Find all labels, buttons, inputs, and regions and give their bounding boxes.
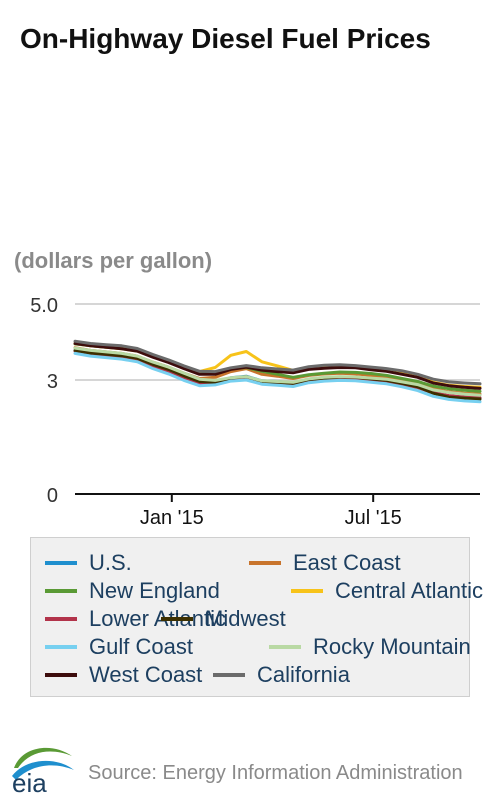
- legend-item: Gulf Coast: [45, 634, 193, 660]
- legend-item: Midwest: [161, 606, 286, 632]
- legend-item: Lower Atlantic: [45, 606, 226, 632]
- legend-label: Gulf Coast: [89, 634, 193, 659]
- legend-item: Central Atlantic: [291, 578, 483, 604]
- axes: 5.0 3 0 Jan '15 Jul '15: [30, 295, 480, 529]
- legend-label: California: [257, 662, 350, 687]
- y-tick-label: 3: [47, 371, 58, 393]
- legend-item: East Coast: [249, 550, 401, 576]
- legend-swatch: [45, 617, 77, 621]
- series-line-west-coast: [73, 342, 482, 390]
- legend-swatch: [161, 617, 193, 621]
- legend-label: Rocky Mountain: [313, 634, 471, 659]
- legend-label: U.S.: [89, 550, 132, 575]
- y-tick-label: 5.0: [30, 295, 58, 317]
- series-lines: [73, 339, 482, 404]
- eia-logo-swoosh-green: [14, 747, 72, 768]
- legend-label: East Coast: [293, 550, 401, 575]
- legend-swatch: [213, 673, 245, 677]
- legend-item: West Coast: [45, 662, 202, 688]
- legend-item: Rocky Mountain: [269, 634, 471, 660]
- legend-swatch: [45, 673, 77, 677]
- legend-label: Lower Atlantic: [89, 606, 226, 631]
- eia-logo-swoosh-blue: [12, 760, 74, 780]
- chart-title: On-Highway Diesel Fuel Prices: [20, 23, 431, 54]
- legend-label: Central Atlantic: [335, 578, 483, 603]
- eia-logo-text: eia: [12, 768, 47, 795]
- legend-label: Midwest: [205, 606, 286, 631]
- y-tick-label: 0: [47, 485, 58, 507]
- series-line-gulf-coast: [73, 351, 482, 404]
- eia-logo: eia: [12, 747, 74, 795]
- x-tick-label: Jul '15: [345, 507, 402, 529]
- legend-label: West Coast: [89, 662, 203, 687]
- legend-item: California: [213, 662, 350, 688]
- x-tick-label: Jan '15: [140, 507, 204, 529]
- legend-swatch: [45, 589, 77, 593]
- series-line-rocky-mountain: [73, 346, 482, 397]
- legend-label: New England: [89, 578, 220, 603]
- source-note: Source: Energy Information Administratio…: [88, 762, 463, 784]
- y-axis-label: (dollars per gallon): [14, 248, 213, 273]
- legend-swatch: [269, 645, 301, 649]
- legend: U.S. East Coast New England Central Atlanti…: [30, 537, 483, 697]
- legend-swatch: [291, 589, 323, 593]
- legend-swatch: [249, 561, 281, 565]
- line-chart: 5.0 3 0 Jan '15 Jul '15: [30, 295, 482, 529]
- series-line-california: [73, 339, 482, 386]
- legend-swatch: [45, 561, 77, 565]
- legend-swatch: [45, 645, 77, 649]
- legend-item: U.S.: [45, 550, 132, 576]
- legend-item: New England: [45, 578, 220, 604]
